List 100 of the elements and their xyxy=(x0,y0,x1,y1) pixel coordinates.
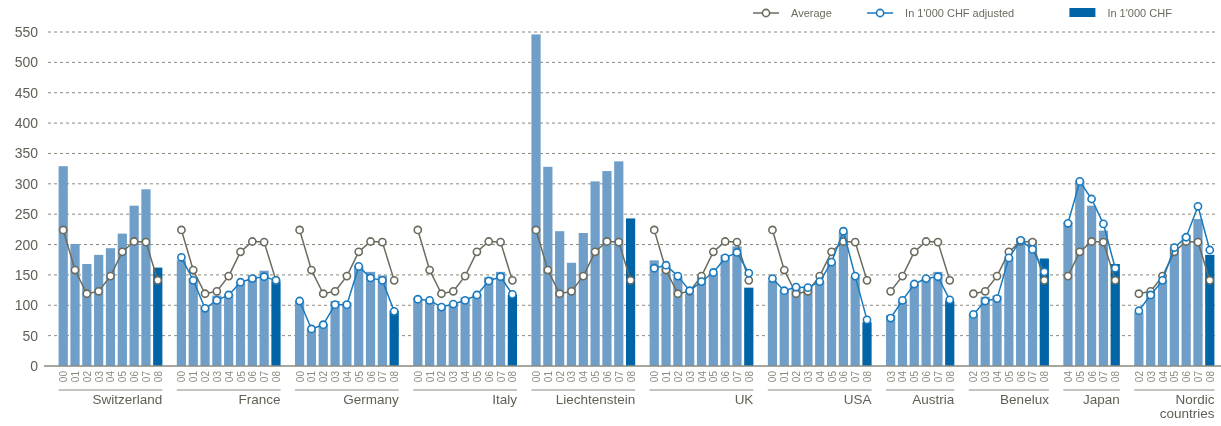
x-tick-label: 00 xyxy=(767,370,779,383)
bar xyxy=(70,243,80,366)
x-tick-label: 03 xyxy=(330,370,342,383)
x-tick-label: 00 xyxy=(649,370,661,383)
x-tick-label: 08 xyxy=(507,370,519,383)
bar xyxy=(649,260,659,366)
y-tick-label: 300 xyxy=(14,175,39,192)
x-tick-label: 03 xyxy=(1145,370,1157,383)
x-tick-label: 02 xyxy=(1133,370,1145,383)
x-tick-label: 01 xyxy=(779,370,791,383)
x-tick-label: 06 xyxy=(483,370,495,383)
x-tick-label: 05 xyxy=(826,370,838,383)
x-tick-label: 05 xyxy=(353,370,365,383)
x-tick-label: 08 xyxy=(389,370,401,383)
text: Germany xyxy=(343,392,400,407)
x-tick-label: 04 xyxy=(341,370,353,383)
bar xyxy=(141,189,151,366)
x-tick-label: 03 xyxy=(684,370,696,383)
x-tick-label: 08 xyxy=(743,370,755,383)
legend-label: In 1'000 CHF adjusted xyxy=(905,7,1015,19)
bar xyxy=(555,231,565,366)
x-tick-label: 06 xyxy=(247,370,259,383)
text: Nordic countries xyxy=(1159,392,1215,421)
bar xyxy=(259,270,269,366)
x-tick-label: 00 xyxy=(531,370,543,383)
y-tick-label: 150 xyxy=(14,266,39,283)
x-tick-label: 08 xyxy=(1204,370,1216,383)
x-tick-label: 03 xyxy=(93,370,105,383)
x-tick-label: 03 xyxy=(802,370,814,383)
x-tick-label: 05 xyxy=(235,370,247,383)
text: Benelux xyxy=(1000,392,1050,407)
x-tick-label: 01 xyxy=(542,370,554,383)
x-tick-label: 07 xyxy=(377,370,389,383)
x-tick-label: 01 xyxy=(188,370,200,383)
bar xyxy=(58,166,68,366)
y-tick-label: 400 xyxy=(14,115,39,132)
legend-label: In 1'000 CHF xyxy=(1107,7,1173,19)
x-tick-label: 07 xyxy=(850,370,862,383)
x-tick-label: 05 xyxy=(1003,370,1015,383)
bar xyxy=(200,305,210,366)
x-tick-label: 04 xyxy=(897,370,909,383)
bar xyxy=(590,181,600,366)
x-tick-label: 08 xyxy=(944,370,956,383)
x-tick-label: 02 xyxy=(554,370,566,383)
x-tick-label: 07 xyxy=(1098,370,1110,383)
bar xyxy=(566,262,577,366)
x-tick-label: 02 xyxy=(81,370,93,383)
bar xyxy=(82,263,92,366)
text: Liechtenstein xyxy=(555,392,636,407)
x-tick-label: 02 xyxy=(200,370,212,383)
x-tick-label: 06 xyxy=(1181,370,1193,383)
bar xyxy=(614,161,624,366)
x-tick-label: 05 xyxy=(117,370,129,383)
bar xyxy=(933,271,943,366)
x-tick-label: 04 xyxy=(992,370,1004,383)
text: UK xyxy=(734,392,754,407)
x-tick-label: 07 xyxy=(932,370,944,383)
x-tick-label: 04 xyxy=(105,370,117,383)
y-tick-label: 550 xyxy=(14,24,39,40)
x-tick-label: 03 xyxy=(566,370,578,383)
x-tick-label: 08 xyxy=(862,370,873,383)
x-tick-label: 07 xyxy=(495,370,507,383)
x-tick-label: 08 xyxy=(270,370,282,383)
bar xyxy=(94,254,104,366)
x-tick-label: 03 xyxy=(885,370,897,383)
y-tick-label: 50 xyxy=(22,327,39,344)
x-tick-label: 02 xyxy=(968,370,980,383)
x-tick-label: 00 xyxy=(58,370,70,383)
bar xyxy=(342,302,352,366)
x-tick-label: 08 xyxy=(625,370,637,383)
y-tick-label: 500 xyxy=(14,54,39,71)
x-tick-label: 07 xyxy=(613,370,625,383)
text: Switzerland xyxy=(92,392,163,407)
bar xyxy=(377,275,387,366)
bar xyxy=(105,248,116,366)
bar xyxy=(1193,219,1203,366)
text: Italy xyxy=(492,392,518,407)
x-tick-label: 01 xyxy=(661,370,673,383)
bar xyxy=(460,297,470,366)
y-tick-label: 250 xyxy=(14,206,39,223)
x-tick-label: 03 xyxy=(211,370,223,383)
x-tick-label: 06 xyxy=(1015,370,1027,383)
x-tick-label: 00 xyxy=(294,370,306,383)
text: Japan xyxy=(1083,392,1120,407)
x-tick-label: 08 xyxy=(1039,370,1051,383)
bar xyxy=(495,271,506,366)
legend-label: Average xyxy=(791,7,832,19)
x-tick-label: 05 xyxy=(471,370,483,383)
x-tick-label: 01 xyxy=(70,370,82,383)
y-tick-label: 200 xyxy=(14,236,39,253)
bar xyxy=(578,233,588,366)
y-tick-label: 0 xyxy=(30,358,39,374)
x-tick-label: 07 xyxy=(1027,370,1039,383)
x-tick-label: 00 xyxy=(412,370,424,383)
x-tick-label: 06 xyxy=(129,370,141,383)
y-tick-label: 450 xyxy=(14,84,39,101)
bar xyxy=(129,205,139,366)
x-tick-label: 02 xyxy=(672,370,684,383)
x-tick-label: 04 xyxy=(1062,370,1074,383)
x-tick-label: 01 xyxy=(424,370,436,383)
